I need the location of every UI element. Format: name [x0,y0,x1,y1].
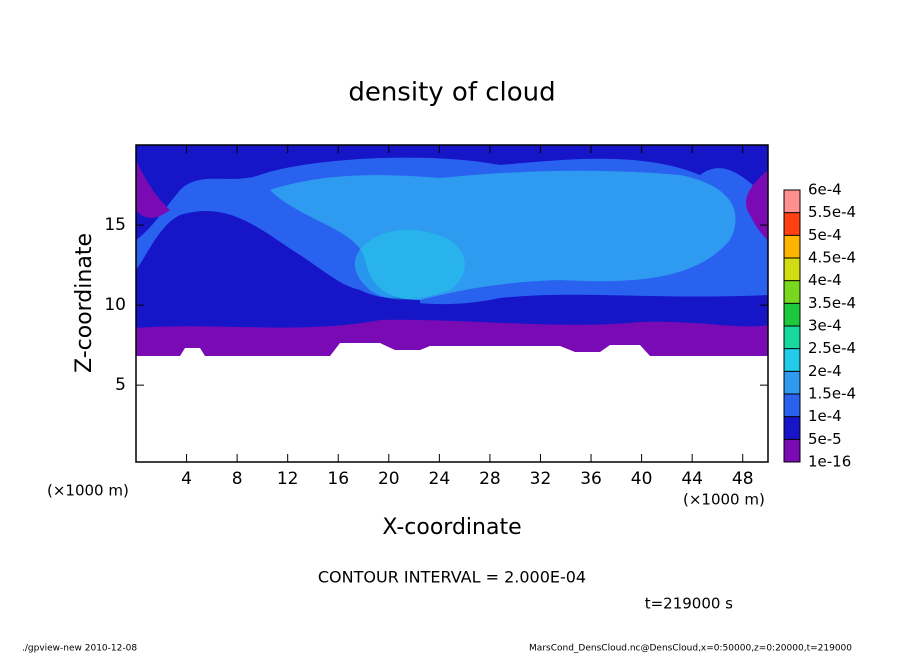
contour-fill [354,229,465,300]
colorbar-band [784,190,800,213]
colorbar-label: 1.5e-4 [808,385,856,403]
colorbar-label: 5e-5 [808,430,842,448]
y-tick-label: 5 [115,375,126,395]
contour-interval: CONTOUR INTERVAL = 2.000E-04 [318,568,586,587]
colorbar-band [784,416,800,440]
y-tick-label: 10 [104,295,126,315]
x-axis-title: X-coordinate [382,515,521,540]
x-tick-label: 48 [732,469,754,489]
x-tick-label: 44 [681,469,703,489]
contour-fill [136,210,420,310]
colorbar-band [784,212,800,236]
colorbar-band [784,371,800,394]
no-data-area [136,343,768,462]
colorbar-label: 2.5e-4 [808,339,856,357]
colorbar-band [784,348,800,372]
colorbar-band [784,235,800,258]
x-tick-label: 16 [327,469,349,489]
time-label: t=219000 s [645,595,733,613]
x-tick-label: 36 [580,469,602,489]
x-unit: (×1000 m) [683,491,765,509]
x-tick-label: 24 [429,469,451,489]
colorbar-label: 4e-4 [808,271,842,289]
colorbar-label: 1e-4 [808,407,842,425]
colorbar-band [784,439,800,462]
chart-title: density of cloud [348,78,555,108]
colorbar-band [784,394,800,417]
contour-fill [136,145,768,240]
colorbar-label: 3.5e-4 [808,294,856,312]
colorbar-label: 3e-4 [808,317,842,335]
plot-frame [135,144,769,463]
x-tick-label: 12 [277,469,299,489]
y-axis-title: Z-coordinate [72,233,97,373]
colorbar-label: 6e-4 [808,181,842,199]
colorbar-band [784,326,800,349]
colorbar-label: 1e-16 [808,453,851,471]
x-tick-label: 40 [631,469,653,489]
y-tick-label: 15 [104,215,126,235]
colorbar-label: 5.5e-4 [808,203,856,221]
x-tick-label: 8 [232,469,243,489]
colorbar-label: 5e-4 [808,226,842,244]
y-unit: (×1000 m) [47,482,129,500]
footer-right: MarsCond_DensCloud.nc@DensCloud,x=0:5000… [529,644,852,654]
colorbar-label: 2e-4 [808,362,842,380]
x-tick-label: 28 [479,469,501,489]
colorbar-label: 4.5e-4 [808,249,856,267]
colorbar-band [784,303,800,326]
colorbar-band [784,280,800,304]
colorbar-band [784,258,800,281]
footer-left: ./gpview-new 2010-12-08 [22,644,137,654]
x-tick-label: 20 [378,469,400,489]
x-tick-label: 4 [181,469,192,489]
x-tick-label: 32 [530,469,552,489]
contour-field [136,145,768,462]
